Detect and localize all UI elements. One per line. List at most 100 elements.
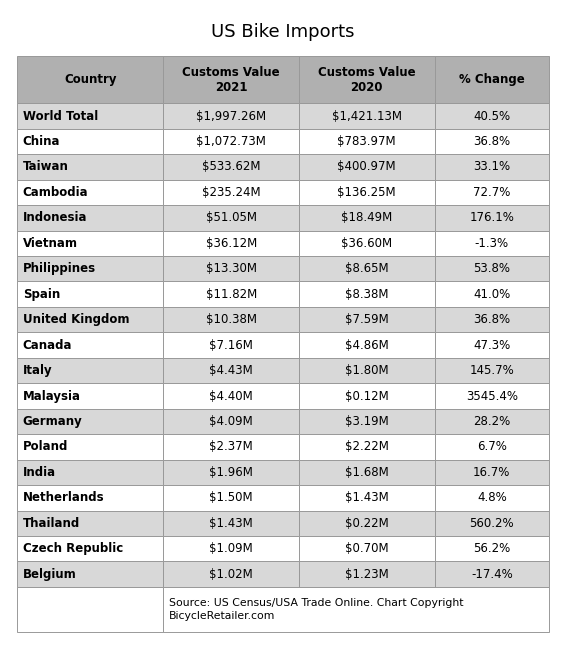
Bar	[299, 282, 435, 307]
Bar	[17, 409, 163, 434]
Text: Thailand: Thailand	[23, 517, 80, 530]
Bar	[17, 205, 163, 230]
Bar	[435, 332, 549, 358]
Bar	[17, 180, 163, 205]
Bar	[163, 230, 299, 256]
Text: % Change: % Change	[459, 73, 525, 86]
Text: $235.24M: $235.24M	[202, 186, 260, 199]
Text: 16.7%: 16.7%	[473, 466, 511, 479]
Text: United Kingdom: United Kingdom	[23, 313, 129, 326]
Bar	[299, 154, 435, 180]
Text: $1,072.73M: $1,072.73M	[196, 135, 266, 148]
Text: -17.4%: -17.4%	[471, 568, 513, 581]
Bar	[163, 460, 299, 485]
Text: $1.50M: $1.50M	[209, 492, 253, 504]
Text: Vietnam: Vietnam	[23, 237, 78, 250]
Bar	[17, 561, 163, 587]
Bar	[17, 129, 163, 154]
Bar	[163, 282, 299, 307]
Text: 3545.4%: 3545.4%	[466, 390, 518, 403]
Text: 72.7%: 72.7%	[473, 186, 511, 199]
Text: $1.43M: $1.43M	[345, 492, 389, 504]
Bar	[163, 511, 299, 536]
Bar	[299, 103, 435, 129]
Bar	[299, 561, 435, 587]
Text: $400.97M: $400.97M	[337, 161, 396, 174]
Text: Customs Value
2020: Customs Value 2020	[318, 66, 415, 93]
Bar	[17, 358, 163, 384]
Bar	[435, 180, 549, 205]
Text: $18.49M: $18.49M	[341, 211, 392, 224]
Bar	[299, 485, 435, 511]
Text: 560.2%: 560.2%	[470, 517, 514, 530]
Bar	[435, 358, 549, 384]
Text: 41.0%: 41.0%	[473, 288, 511, 301]
Bar	[163, 485, 299, 511]
Bar	[17, 103, 163, 129]
Bar	[435, 434, 549, 460]
Text: 176.1%: 176.1%	[469, 211, 514, 224]
Text: 36.8%: 36.8%	[473, 313, 511, 326]
Text: Czech Republic: Czech Republic	[23, 542, 123, 555]
Text: $3.19M: $3.19M	[345, 415, 389, 428]
Text: $1.43M: $1.43M	[209, 517, 253, 530]
Text: 6.7%: 6.7%	[477, 440, 507, 453]
Text: 56.2%: 56.2%	[473, 542, 511, 555]
Bar	[435, 230, 549, 256]
Bar	[435, 103, 549, 129]
Bar	[435, 154, 549, 180]
Bar	[435, 511, 549, 536]
Text: $2.22M: $2.22M	[345, 440, 389, 453]
Text: $4.86M: $4.86M	[345, 339, 389, 351]
Bar	[163, 384, 299, 409]
Bar	[163, 154, 299, 180]
Text: US Bike Imports: US Bike Imports	[211, 23, 355, 41]
Bar	[163, 180, 299, 205]
Text: $13.30M: $13.30M	[205, 263, 256, 275]
Bar	[435, 129, 549, 154]
Bar	[163, 256, 299, 282]
Text: $1.09M: $1.09M	[209, 542, 253, 555]
Text: Customs Value
2021: Customs Value 2021	[182, 66, 280, 93]
Text: China: China	[23, 135, 60, 148]
Bar	[163, 409, 299, 434]
Bar	[435, 384, 549, 409]
Text: $1,997.26M: $1,997.26M	[196, 109, 266, 122]
Text: $7.16M: $7.16M	[209, 339, 253, 351]
Bar	[299, 129, 435, 154]
Bar	[163, 358, 299, 384]
Bar	[299, 434, 435, 460]
Text: $533.62M: $533.62M	[202, 161, 260, 174]
Bar	[435, 205, 549, 230]
Bar	[435, 307, 549, 332]
Bar	[299, 180, 435, 205]
Text: $36.12M: $36.12M	[205, 237, 257, 250]
Bar	[17, 154, 163, 180]
Bar	[299, 256, 435, 282]
Text: Spain: Spain	[23, 288, 60, 301]
Text: 36.8%: 36.8%	[473, 135, 511, 148]
Bar	[299, 460, 435, 485]
Text: 145.7%: 145.7%	[469, 364, 514, 377]
Bar	[17, 256, 163, 282]
Bar	[17, 511, 163, 536]
Bar	[17, 434, 163, 460]
Text: Canada: Canada	[23, 339, 72, 351]
Bar	[163, 536, 299, 561]
Bar	[299, 536, 435, 561]
Bar	[163, 129, 299, 154]
Bar	[435, 536, 549, 561]
Bar	[435, 460, 549, 485]
Text: Philippines: Philippines	[23, 263, 96, 275]
Text: 4.8%: 4.8%	[477, 492, 507, 504]
Bar	[435, 282, 549, 307]
Bar	[299, 230, 435, 256]
Text: $783.97M: $783.97M	[337, 135, 396, 148]
Text: Malaysia: Malaysia	[23, 390, 80, 403]
Text: 28.2%: 28.2%	[473, 415, 511, 428]
Bar	[17, 230, 163, 256]
Text: $0.70M: $0.70M	[345, 542, 389, 555]
Bar	[435, 56, 549, 103]
Text: Poland: Poland	[23, 440, 68, 453]
Text: $0.22M: $0.22M	[345, 517, 389, 530]
